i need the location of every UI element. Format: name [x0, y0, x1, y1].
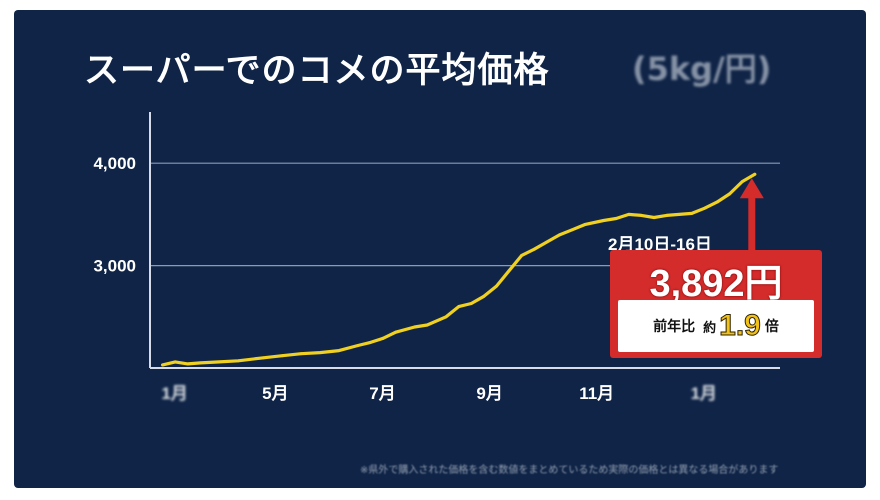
data-point — [665, 214, 668, 217]
chart-panel — [14, 10, 866, 488]
data-point — [186, 362, 190, 366]
x-tick-label: 9月 — [476, 384, 502, 403]
data-point — [715, 200, 719, 204]
x-tick-labels: 1月 5月 7月 9月 11月 1月 — [161, 384, 717, 403]
data-point — [482, 294, 486, 298]
data-point — [318, 351, 322, 354]
data-point — [425, 323, 429, 327]
data-point — [677, 213, 681, 216]
data-point — [495, 284, 498, 288]
y-tick-label: 4,000 — [93, 154, 136, 173]
price-series — [161, 172, 757, 367]
x-tick-label: 5月 — [262, 384, 288, 403]
y-tick-labels: 3,000 4,000 — [93, 154, 136, 275]
data-point — [532, 247, 536, 251]
x-tick-label: 1月 — [161, 384, 187, 403]
data-point — [394, 330, 398, 334]
data-point — [457, 305, 461, 308]
data-point — [444, 315, 448, 319]
data-point — [369, 341, 372, 344]
x-tick-label: 7月 — [369, 384, 395, 403]
data-point — [614, 217, 618, 220]
data-point — [583, 223, 587, 227]
data-point — [570, 228, 574, 232]
data-point — [558, 233, 561, 237]
arrow-head — [739, 178, 764, 199]
data-point — [602, 219, 605, 222]
data-point — [703, 206, 706, 210]
chart-title-tail: (5kg/円) — [632, 50, 772, 88]
data-point — [199, 361, 202, 365]
data-point — [507, 269, 511, 273]
data-point — [690, 212, 694, 215]
data-point — [356, 344, 360, 347]
data-point — [740, 180, 744, 184]
data-point — [413, 325, 416, 329]
footnote: ※県外で購入された価格を含む数値をまとめているため実際の価格とは異なる場合があり… — [360, 465, 779, 476]
data-point — [299, 352, 303, 356]
data-point — [652, 216, 656, 219]
data-point — [161, 363, 165, 367]
callout-arrow — [739, 178, 764, 252]
callout-box: 3,892円 前年比 約 1.9 倍 — [610, 250, 822, 358]
data-point — [236, 359, 240, 363]
data-point — [381, 336, 385, 340]
yoy-value: 1.9 — [719, 309, 762, 343]
x-tick-label: 11月 — [579, 384, 614, 403]
data-point — [627, 213, 631, 216]
data-point — [640, 214, 643, 217]
data-point — [173, 360, 177, 364]
data-point — [280, 354, 284, 358]
x-tick-label: 1月 — [691, 384, 717, 403]
yoy-approx: 約 — [703, 320, 717, 336]
data-point — [337, 349, 341, 352]
yoy-unit: 倍 — [764, 319, 779, 335]
data-point — [728, 192, 731, 196]
callout-yoy-panel: 前年比 約 1.9 倍 — [618, 300, 814, 352]
data-point — [753, 172, 757, 176]
data-point — [217, 360, 221, 364]
data-point — [520, 254, 524, 257]
series-line — [161, 172, 757, 367]
yoy-label: 前年比 — [653, 319, 696, 335]
data-point — [469, 302, 473, 305]
data-point — [545, 240, 549, 244]
callout-price: 3,892円 — [649, 263, 783, 305]
data-point — [262, 356, 265, 360]
chart-title: スーパーでのコメの平均価格 — [84, 51, 550, 91]
callout-date-range: 2月10日-16日 — [608, 235, 712, 254]
y-tick-label: 3,000 — [93, 257, 136, 276]
